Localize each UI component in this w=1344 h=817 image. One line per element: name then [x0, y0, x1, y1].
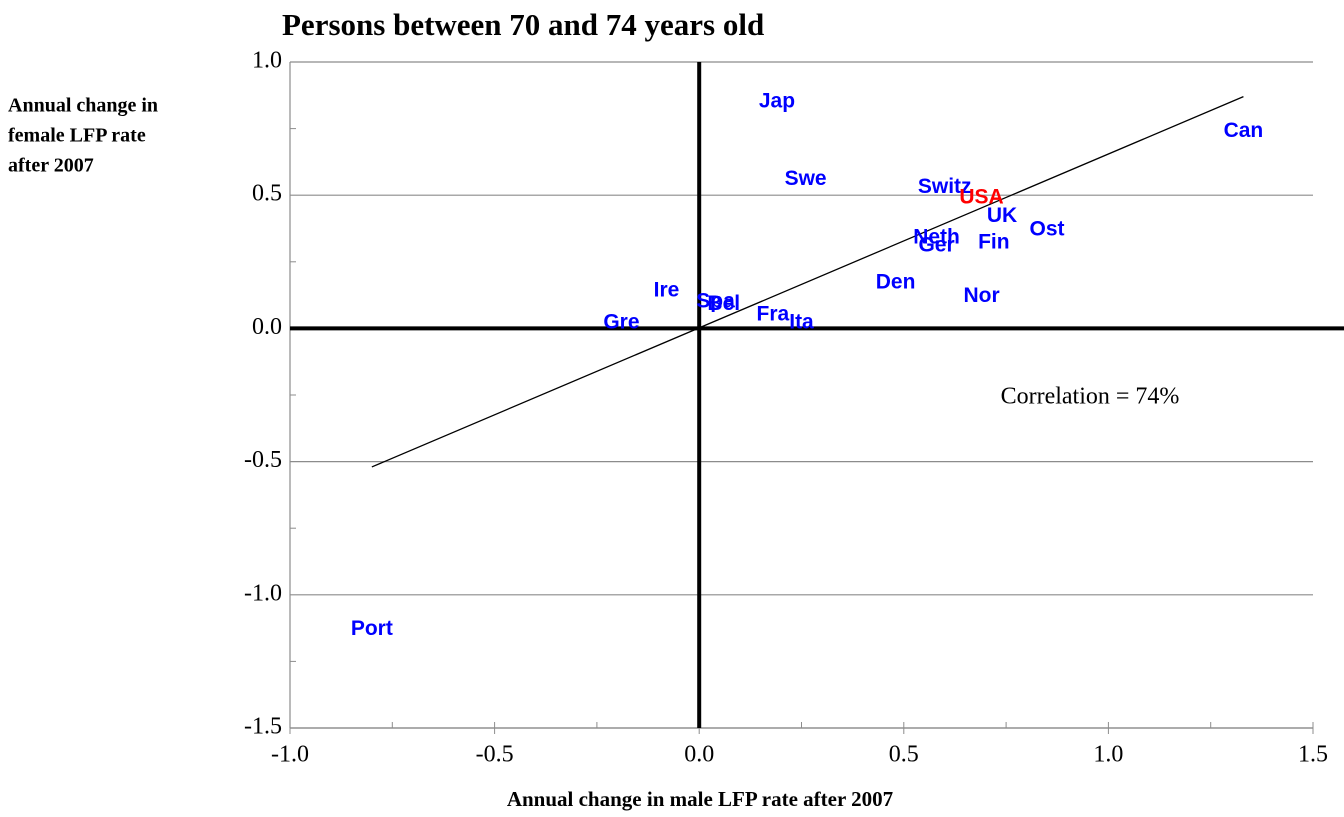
- point-label: Nor: [963, 284, 999, 307]
- point-label: Gre: [603, 311, 639, 334]
- x-tick-label: 1.0: [1093, 742, 1123, 768]
- point-label: Swe: [785, 167, 827, 190]
- point-label: Den: [876, 271, 916, 294]
- point-label: Port: [351, 617, 393, 640]
- point-label: Bel: [707, 292, 740, 315]
- point-label: Spa: [696, 289, 735, 312]
- point-label: Can: [1224, 119, 1264, 142]
- point-label: Switz: [918, 175, 972, 198]
- point-label: Neth: [913, 225, 960, 248]
- point-label: Fra: [757, 303, 790, 326]
- x-tick-label: -1.0: [271, 742, 309, 768]
- y-axis-label: Annual change in: [8, 95, 158, 117]
- y-axis-label: female LFP rate: [8, 125, 146, 147]
- point-label: UK: [987, 204, 1017, 227]
- y-tick-label: 0.0: [252, 314, 282, 340]
- x-tick-label: 0.5: [889, 742, 919, 768]
- x-tick-label: 0.0: [684, 742, 714, 768]
- y-tick-label: 0.5: [252, 181, 282, 207]
- point-label: USA: [959, 185, 1003, 208]
- point-label: Ger: [918, 233, 954, 256]
- x-tick-label: 1.5: [1298, 742, 1328, 768]
- point-label: Jap: [759, 90, 795, 113]
- point-label: Fin: [978, 231, 1010, 254]
- y-tick-label: 1.0: [252, 48, 282, 74]
- chart-title: Persons between 70 and 74 years old: [282, 7, 764, 42]
- y-tick-label: -1.5: [244, 714, 282, 740]
- y-tick-label: -0.5: [244, 447, 282, 473]
- y-tick-label: -1.0: [244, 580, 282, 606]
- y-axis-label: after 2007: [8, 155, 94, 177]
- point-label: Ita: [789, 311, 814, 334]
- point-label: Ost: [1030, 217, 1065, 240]
- x-tick-label: -0.5: [476, 742, 514, 768]
- point-label: Ire: [654, 279, 680, 302]
- annotation: Correlation = 74%: [1001, 384, 1180, 410]
- trendline: [371, 96, 1244, 468]
- x-axis-label: Annual change in male LFP rate after 200…: [507, 787, 893, 811]
